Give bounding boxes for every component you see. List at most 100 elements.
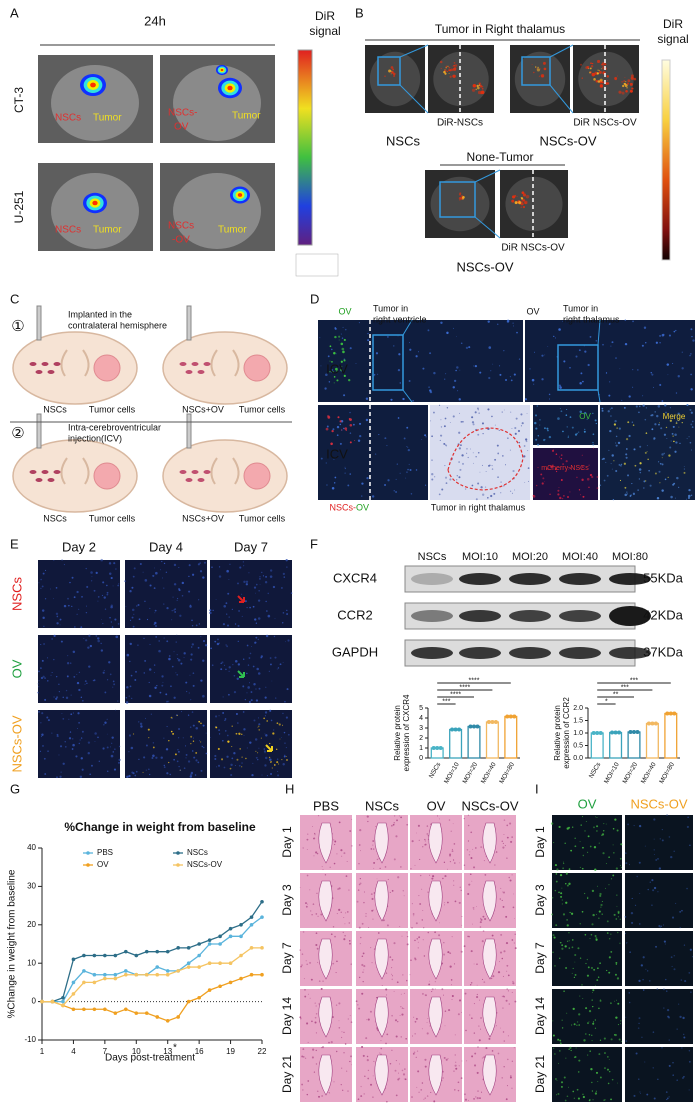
signal-dot [449, 965, 452, 968]
signal-dot [360, 850, 361, 852]
signal-dot [190, 658, 193, 661]
signal-dot [673, 955, 675, 957]
signal-dot [53, 658, 55, 661]
signal-dot [453, 843, 456, 845]
signal-dot [668, 1064, 671, 1067]
signal-dot [247, 686, 250, 689]
signal-dot [565, 901, 568, 904]
signal-dot [688, 1060, 691, 1063]
replicate-dot [457, 727, 462, 732]
signal-dot [573, 976, 576, 979]
signal-dot [595, 339, 598, 342]
signal-dot [220, 668, 223, 671]
signal-dot [154, 609, 157, 612]
y-tick-label: 0 [32, 997, 37, 1006]
signal-dot [189, 674, 191, 676]
data-point [71, 980, 76, 985]
fluorescence-signal [220, 68, 224, 72]
y-tick-label: 0.5 [573, 742, 583, 749]
data-point [186, 961, 191, 965]
y-tick-label: 1 [419, 745, 423, 752]
signal-dot [501, 454, 504, 457]
signal-dot [544, 481, 546, 483]
signal-dot [393, 815, 396, 817]
signal-dot [258, 729, 261, 731]
signal-dot [481, 940, 484, 943]
signal-dot [602, 457, 605, 460]
signal-dot [241, 593, 243, 595]
signal-dot [166, 725, 168, 728]
signal-dot [421, 919, 423, 921]
signal-dot [621, 91, 625, 95]
signal-dot [366, 815, 369, 818]
signal-dot [471, 88, 476, 92]
signal-dot [467, 814, 470, 816]
signal-dot [449, 422, 451, 423]
ventricle [318, 996, 333, 1038]
column-header: NSCs-OV [630, 796, 687, 811]
signal-dot [457, 1081, 460, 1084]
signal-dot [367, 332, 369, 335]
signal-dot [597, 80, 601, 83]
signal-dot [593, 447, 594, 449]
signal-dot [174, 611, 176, 613]
signal-dot [650, 414, 653, 417]
signal-dot [331, 429, 334, 433]
signal-dot [204, 644, 208, 647]
signal-dot [552, 1020, 554, 1022]
ventricle [318, 1054, 333, 1096]
signal-dot [418, 839, 420, 841]
signal-dot [233, 752, 236, 755]
signal-dot [497, 971, 501, 974]
data-point [186, 946, 191, 950]
signal-dot [603, 1067, 606, 1070]
ventricle [318, 938, 333, 980]
signal-dot [458, 398, 461, 401]
micrograph [210, 710, 292, 778]
signal-dot [339, 420, 342, 423]
signal-dot [59, 624, 61, 626]
signal-dot [683, 465, 685, 467]
signal-dot [172, 732, 175, 735]
data-point [197, 965, 201, 969]
signal-dot [555, 337, 557, 339]
signal-dot [559, 1050, 561, 1052]
signal-dot [165, 700, 168, 703]
signal-dot [283, 755, 286, 758]
micrograph [625, 989, 693, 1044]
signal-dot [277, 667, 280, 669]
signal-dot [478, 999, 481, 1001]
cell-label: NSCs [55, 113, 81, 124]
signal-dot [277, 763, 280, 765]
signal-dot [142, 571, 144, 573]
signal-dot [563, 990, 565, 992]
brain-outline [12, 331, 138, 405]
signal-dot [606, 969, 608, 972]
signal-dot [460, 1011, 462, 1013]
signal-dot [137, 644, 139, 646]
blot-band [459, 647, 501, 659]
signal-dot [171, 619, 173, 621]
signal-dot [562, 430, 564, 433]
zoom-line [549, 84, 574, 114]
signal-dot [477, 482, 480, 485]
data-point [113, 976, 118, 981]
signal-dot [594, 1019, 596, 1021]
signal-dot [315, 1013, 318, 1015]
signal-dot [340, 360, 343, 363]
signal-dot [630, 76, 634, 80]
signal-dot [456, 390, 459, 392]
signal-dot [562, 861, 565, 863]
signal-dot [422, 909, 424, 911]
signal-dot [617, 1024, 619, 1026]
signal-dot [41, 733, 44, 736]
signal-dot [367, 1069, 370, 1072]
signal-dot [467, 840, 470, 842]
signal-dot [306, 838, 309, 841]
signal-dot [113, 562, 116, 565]
signal-dot [677, 486, 680, 489]
signal-dot [391, 824, 393, 827]
signal-dot [70, 713, 73, 716]
data-point [260, 915, 264, 919]
signal-dot [118, 745, 121, 748]
